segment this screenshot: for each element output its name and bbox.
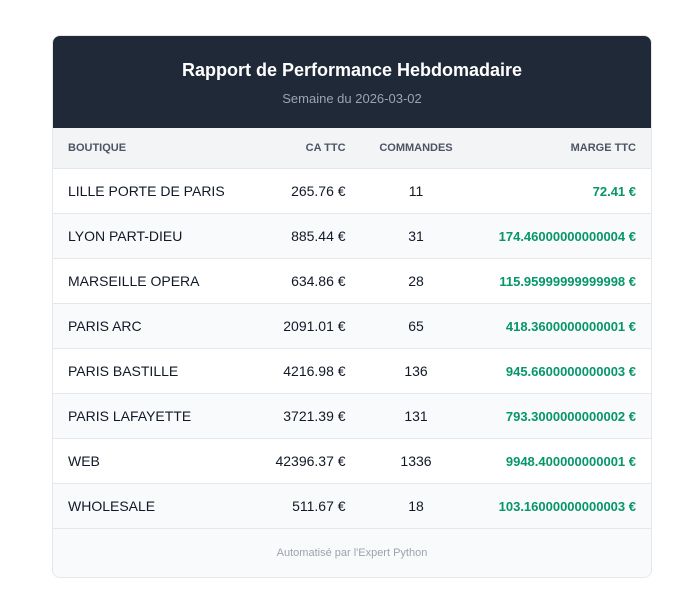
table-cell: 885.44 € [253,213,361,259]
table-cell: 4216.98 € [253,348,361,394]
table-body: LILLE PORTE DE PARIS 265.76 €11 72.41 € LYO… [53,168,651,528]
table-cell: WEB [53,438,254,484]
margin-cell: 945.6600000000003 € [471,348,651,394]
column-header: CA TTC [253,128,361,169]
title: Rapport de Performance Hebdomadaire [181,60,523,80]
table-cell: 634.86 € [253,258,361,304]
margin-cell: 103.16000000000003 € [471,483,651,528]
performance-table: BOUTIQUE CA TTC COMMANDES MARGE TTC LILLE P… [53,128,651,528]
footer: Automatisé par l'Expert Python [53,528,651,577]
table-row: LILLE PORTE DE PARIS 265.76 €11 72.41 € [53,168,651,214]
table-row: LYON PART-DIEU 885.44 €31 174.460000000000… [53,213,651,259]
table-cell: 3721.39 € [253,393,361,439]
table-cell: 136 [360,348,472,394]
table-cell: 11 [360,168,472,214]
header-row: BOUTIQUE CA TTC COMMANDES MARGE TTC [53,128,651,169]
table-cell: 2091.01 € [253,303,361,349]
margin-cell: 174.46000000000004 € [471,213,651,259]
table-cell: 31 [360,213,472,259]
table-cell: 131 [360,393,472,439]
table-row: PARIS LAFAYETTE 3721.39 €131 793.300000000… [53,393,651,439]
table-cell: LILLE PORTE DE PARIS [53,168,254,214]
table-cell: MARSEILLE OPERA [53,258,254,304]
margin-cell: 793.3000000000002 € [471,393,651,439]
table-cell: 1336 [360,438,472,484]
table-cell: 65 [360,303,472,349]
table-cell: LYON PART-DIEU [53,213,254,259]
table-cell: 42396.37 € [253,438,361,484]
table-row: PARIS ARC 2091.01 €65 418.3600000000001 € [53,303,651,349]
table-cell: 18 [360,483,472,528]
table-row: PARIS BASTILLE 4216.98 €136 945.6600000000… [53,348,651,394]
column-header: MARGE TTC [471,128,651,169]
table-cell: 28 [360,258,472,304]
subtitle: Semaine du 2026-03-02 [282,91,422,106]
table-cell: PARIS LAFAYETTE [53,393,254,439]
table-cell: WHOLESALE [53,483,254,528]
table-cell: PARIS ARC [53,303,254,349]
report-card: Rapport de Performance Hebdomadaire Sema… [52,35,652,578]
table-cell: 511.67 € [253,483,361,528]
table-cell: 265.76 € [253,168,361,214]
column-header: COMMANDES [360,128,472,169]
table-cell: PARIS BASTILLE [53,348,254,394]
table-row: WEB 42396.37 €1336 9948.400000000001 € [53,438,651,484]
report-header: Rapport de Performance Hebdomadaire Sema… [53,36,651,128]
table-row: WHOLESALE 511.67 €18 103.16000000000003 € [53,483,651,528]
table-row: MARSEILLE OPERA 634.86 €28 115.95999999999… [53,258,651,304]
margin-cell: 9948.400000000001 € [471,438,651,484]
column-header: BOUTIQUE [53,128,254,169]
margin-cell: 72.41 € [471,168,651,214]
margin-cell: 115.95999999999998 € [471,258,651,304]
margin-cell: 418.3600000000001 € [471,303,651,349]
